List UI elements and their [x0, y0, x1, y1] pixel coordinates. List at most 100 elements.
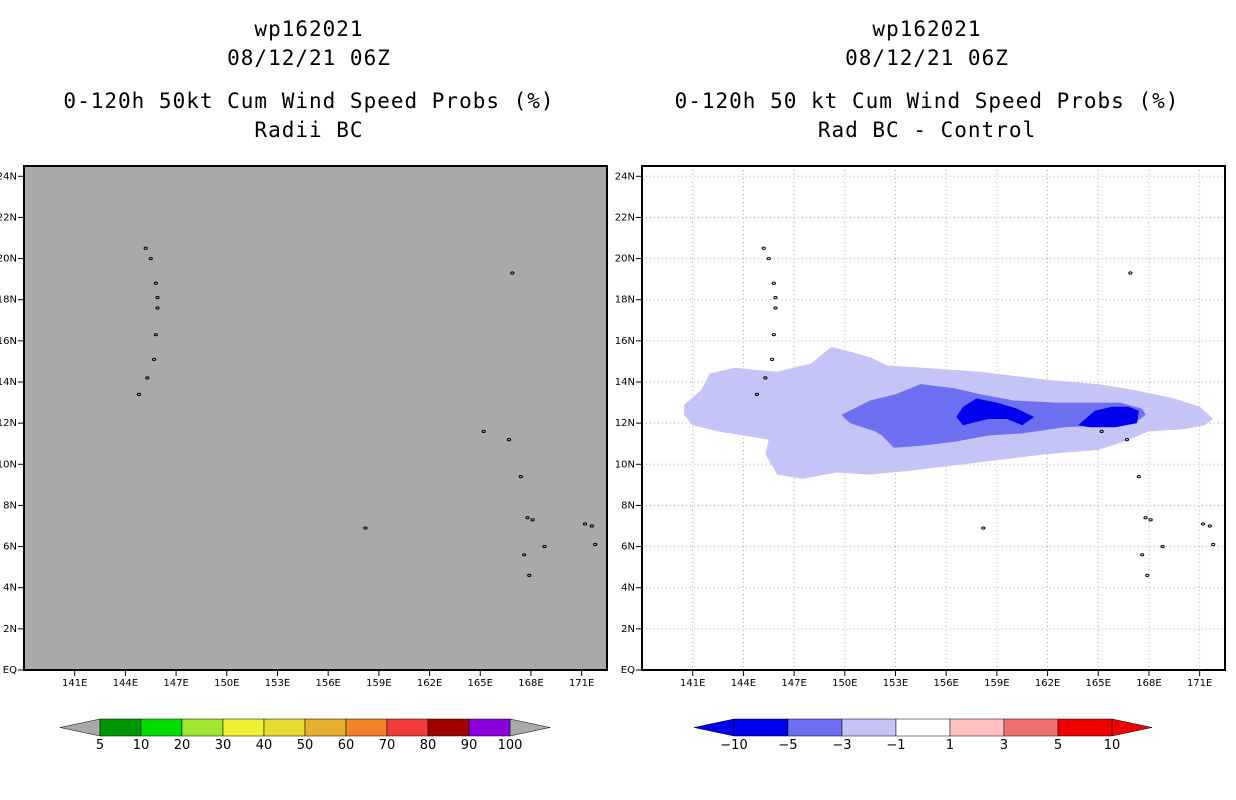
- left-y-tick-label: 12N: [0, 418, 17, 429]
- left-y-tick-label: 24N: [0, 171, 17, 182]
- right-y-tick-label: 18N: [615, 295, 635, 306]
- left-island-outline: [155, 296, 160, 300]
- left-island-outline: [136, 392, 142, 396]
- right-island-outline: [1200, 522, 1206, 526]
- right-y-tick-label: 2N: [621, 624, 635, 635]
- left-x-tick-label: 165E: [468, 678, 493, 689]
- left-island-outline: [589, 524, 594, 528]
- right-colorbar-segment: [787, 718, 843, 737]
- right-date: 08/12/21 06Z: [845, 46, 1009, 70]
- left-island-outline: [518, 475, 523, 479]
- left-y-tick-label: 20N: [0, 254, 17, 265]
- left-colorbar-segment: [263, 718, 306, 737]
- right-island-outline: [1128, 271, 1133, 275]
- right-x-tick-label: 153E: [883, 678, 908, 689]
- left-y-tick-label: 16N: [0, 336, 17, 347]
- left-island-outline: [152, 357, 157, 361]
- left-colorbar-segment: [468, 718, 511, 737]
- right-colorbar-segment: [1057, 718, 1113, 737]
- left-subtitle: Radii BC: [254, 118, 364, 142]
- left-x-tick-label: 150E: [214, 678, 239, 689]
- right-x-tick-label: 150E: [832, 678, 857, 689]
- right-x-tick-label: 147E: [781, 678, 806, 689]
- right-island-outline: [1136, 475, 1141, 479]
- left-colorbar-right-arrow: [509, 718, 551, 737]
- left-colorbar-label: 5: [96, 738, 104, 753]
- left-colorbar-label: 40: [256, 738, 273, 753]
- left-x-tick-label: 153E: [265, 678, 290, 689]
- right-colorbar-left-arrow: [693, 718, 735, 737]
- left-y-tick-label: 2N: [3, 624, 17, 635]
- right-x-tick-label: 165E: [1086, 678, 1111, 689]
- right-island-outline: [1140, 553, 1145, 557]
- left-colorbar-label: 20: [174, 738, 191, 753]
- left-y-tick-label: 22N: [0, 212, 17, 223]
- left-island-outline: [153, 281, 158, 285]
- left-island-outline: [148, 256, 153, 261]
- left-colorbar-left-arrow: [59, 718, 101, 737]
- right-island-outline: [771, 333, 776, 337]
- right-storm-id: wp162021: [872, 17, 982, 41]
- right-plot-frame: [641, 165, 1226, 671]
- left-island-outline: [143, 246, 148, 250]
- right-x-tick-label: 159E: [984, 678, 1009, 689]
- left-colorbar-segment: [181, 718, 224, 737]
- left-y-tick-label: 8N: [3, 500, 17, 511]
- left-island-outline: [510, 271, 515, 275]
- left-island-outline: [155, 306, 160, 310]
- right-island-outline: [1148, 518, 1153, 522]
- left-colorbar-label: 100: [498, 738, 523, 753]
- right-island-outline: [981, 526, 986, 530]
- right-x-tick-label: 156E: [933, 678, 958, 689]
- left-x-tick-label: 141E: [62, 678, 87, 689]
- right-island-outline: [766, 256, 771, 261]
- right-island-outline: [1207, 524, 1212, 528]
- right-island-outline: [1124, 438, 1130, 442]
- left-colorbar-segment: [386, 718, 429, 737]
- right-colorbar-label: 3: [1000, 738, 1008, 753]
- right-y-tick-label: 4N: [621, 583, 635, 594]
- left-island-outline: [542, 544, 547, 549]
- right-island-outline: [773, 306, 778, 310]
- left-x-tick-label: 171E: [569, 678, 594, 689]
- left-colorbar-segment: [222, 718, 265, 737]
- left-y-tick-label: 10N: [0, 459, 17, 470]
- right-colorbar-segment: [949, 718, 1005, 737]
- left-colorbar-label: 50: [297, 738, 314, 753]
- right-colorbar-segment: [895, 718, 951, 737]
- right-colorbar-label: −5: [778, 738, 797, 753]
- right-island-outline: [761, 246, 766, 250]
- left-island-outline: [527, 573, 532, 577]
- left-colorbar-label: 80: [420, 738, 437, 753]
- right-island-outline: [770, 357, 775, 361]
- left-y-tick-label: EQ: [3, 665, 17, 676]
- right-colorbar-segment: [1003, 718, 1059, 737]
- right-contour-region: [956, 398, 1034, 426]
- right-colorbar: −10 −5 −3 −1 1 3 5 10: [693, 718, 1153, 753]
- right-y-tick-label: 10N: [615, 459, 635, 470]
- right-colorbar-segment: [841, 718, 897, 737]
- left-y-tick-label: 18N: [0, 295, 17, 306]
- left-y-tick-label: 14N: [0, 377, 17, 388]
- right-y-tick-label: 22N: [615, 212, 635, 223]
- right-contour-region: [1078, 406, 1139, 428]
- left-island-outline: [363, 526, 368, 530]
- right-y-tick-label: 16N: [615, 336, 635, 347]
- right-island-outline: [754, 392, 760, 396]
- right-island-outline: [1211, 542, 1216, 547]
- left-colorbar-label: 60: [338, 738, 355, 753]
- right-colorbar-label: −3: [832, 738, 851, 753]
- right-island-outline: [773, 296, 778, 300]
- left-island-outline: [530, 518, 535, 522]
- left-island-outline: [153, 333, 158, 337]
- right-x-tick-label: 171E: [1187, 678, 1212, 689]
- right-colorbar-label: 1: [946, 738, 954, 753]
- left-plot-frame: [23, 165, 608, 671]
- right-colorbar-label: 5: [1054, 738, 1062, 753]
- left-colorbar-label: 90: [461, 738, 478, 753]
- right-title: 0-120h 50 kt Cum Wind Speed Probs (%): [674, 89, 1180, 113]
- left-island-outline: [506, 438, 512, 442]
- left-y-tick-label: 4N: [3, 583, 17, 594]
- left-colorbar-segment: [304, 718, 347, 737]
